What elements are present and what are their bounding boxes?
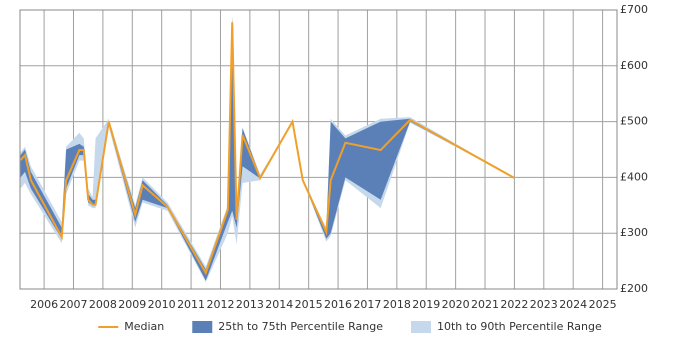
y-tick-label: £300 [620, 226, 648, 239]
y-tick-label: £400 [620, 170, 648, 183]
x-tick-label: 2020 [442, 298, 470, 311]
range-band [20, 15, 515, 283]
legend-swatch [192, 321, 213, 333]
legend-label: 10th to 90th Percentile Range [437, 320, 602, 333]
x-tick-label: 2015 [295, 298, 323, 311]
x-tick-label: 2006 [30, 298, 58, 311]
x-tick-label: 2011 [177, 298, 205, 311]
x-tick-label: 2008 [89, 298, 117, 311]
legend-swatch [411, 321, 432, 333]
legend-label: Median [124, 320, 164, 333]
x-tick-label: 2021 [471, 298, 499, 311]
y-tick-label: £500 [620, 115, 648, 128]
x-tick-label: 2016 [324, 298, 352, 311]
x-tick-label: 2018 [383, 298, 411, 311]
x-tick-label: 2013 [236, 298, 264, 311]
x-tick-label: 2012 [206, 298, 234, 311]
y-tick-label: £600 [620, 59, 648, 72]
x-tick-label: 2007 [59, 298, 87, 311]
y-tick-label: £200 [620, 282, 648, 295]
x-tick-label: 2025 [589, 298, 617, 311]
y-tick-label: £700 [620, 3, 648, 16]
x-tick-label: 2024 [559, 298, 587, 311]
x-tick-label: 2014 [265, 298, 293, 311]
median-line [19, 22, 515, 276]
x-tick-label: 2010 [148, 298, 176, 311]
legend-label: 25th to 75th Percentile Range [218, 320, 383, 333]
x-tick-label: 2017 [353, 298, 381, 311]
x-tick-label: 2022 [500, 298, 528, 311]
x-tick-label: 2019 [412, 298, 440, 311]
x-tick-label: 2023 [530, 298, 558, 311]
range-band [20, 16, 515, 281]
x-tick-label: 2009 [118, 298, 146, 311]
plot-frame [19, 9, 618, 290]
